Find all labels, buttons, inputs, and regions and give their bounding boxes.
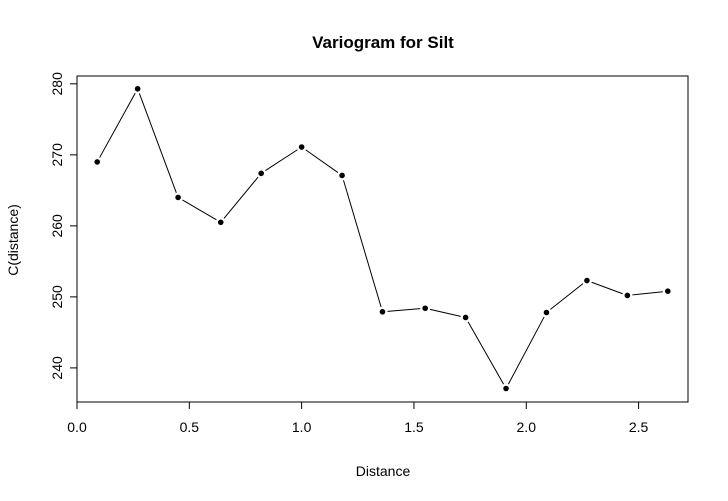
- y-tick-label: 270: [49, 143, 65, 167]
- y-axis-label: C(distance): [5, 204, 21, 276]
- data-point: [624, 292, 631, 299]
- x-tick-label: 2.5: [629, 419, 649, 435]
- data-point: [94, 159, 101, 165]
- x-tick-label: 0.5: [180, 419, 200, 435]
- series-line-segment: [550, 283, 584, 310]
- x-tick-label: 1.5: [404, 419, 424, 435]
- data-point: [298, 144, 305, 150]
- x-tick-label: 0.0: [67, 419, 87, 435]
- series-line-segment: [507, 316, 545, 385]
- y-tick-label: 260: [49, 214, 65, 238]
- series-line-segment: [387, 308, 421, 312]
- x-axis: 0.0 0.5 1.0 1.5 2.0 2.5: [67, 401, 649, 435]
- series-line-segment: [429, 308, 461, 317]
- data-point: [258, 170, 264, 177]
- series-line-segment: [138, 93, 177, 193]
- y-tick-label: 240: [49, 356, 65, 380]
- series-line-segment: [182, 199, 217, 221]
- data-point: [379, 308, 386, 315]
- series-line-segment: [343, 180, 382, 308]
- series-line-segment: [265, 149, 298, 171]
- y-tick-label: 280: [49, 72, 65, 96]
- data-point: [503, 385, 509, 392]
- chart-title: Variogram for Silt: [312, 33, 454, 52]
- series-line-segment: [99, 92, 136, 158]
- data-point: [664, 288, 671, 295]
- series-line-segment: [467, 321, 505, 385]
- series-group: [94, 85, 671, 392]
- series-line-segment: [632, 291, 663, 296]
- data-point: [543, 309, 550, 316]
- y-axis: 240 250 260 270 280: [49, 72, 78, 380]
- data-point: [339, 172, 345, 179]
- data-point: [422, 305, 428, 312]
- data-point: [462, 314, 469, 321]
- series-line-segment: [223, 176, 259, 219]
- data-point: [217, 219, 224, 226]
- series-line-segment: [305, 149, 339, 173]
- x-axis-label: Distance: [356, 463, 411, 479]
- y-tick-label: 250: [49, 285, 65, 309]
- data-point: [175, 194, 181, 201]
- data-point: [134, 85, 141, 92]
- data-point: [584, 277, 590, 284]
- x-tick-label: 2.0: [517, 419, 537, 435]
- series-line-segment: [591, 281, 623, 295]
- plot-frame: [76, 75, 689, 403]
- x-tick-label: 1.0: [292, 419, 312, 435]
